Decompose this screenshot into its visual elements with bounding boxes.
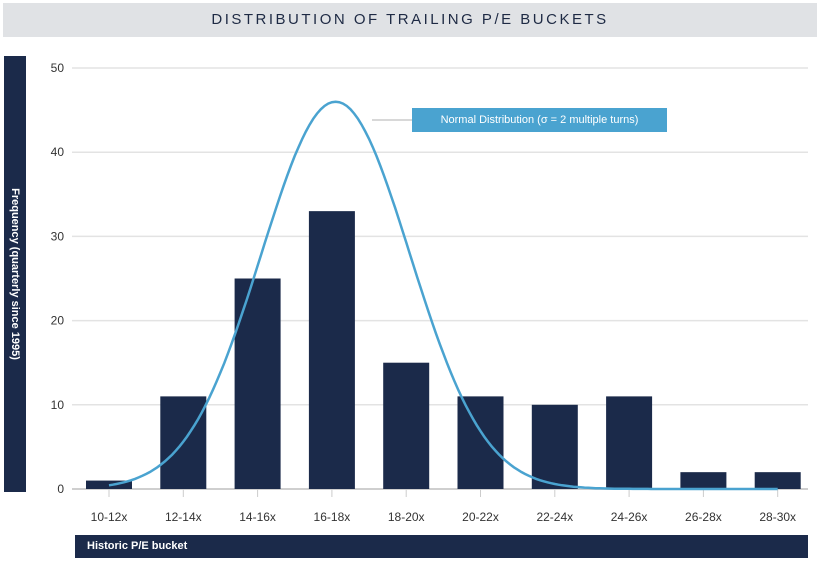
y-tick-label: 30 [51,229,65,243]
x-axis-label: Historic P/E bucket [75,535,808,558]
bar [457,396,504,489]
bar [234,278,281,489]
y-tick-label: 0 [57,482,64,496]
bar [680,472,727,489]
y-tick-label: 10 [51,398,65,412]
x-tick-label: 14-16x [239,510,276,524]
x-tick-label: 20-22x [462,510,499,524]
bar [308,211,355,489]
x-tick-label: 28-30x [759,510,796,524]
legend-normal-distribution: Normal Distribution (σ = 2 multiple turn… [412,108,667,132]
x-tick-label: 26-28x [685,510,722,524]
x-tick-label: 18-20x [388,510,425,524]
y-tick-label: 20 [51,314,65,328]
bar [383,362,430,489]
y-tick-label: 50 [51,61,65,75]
normal-distribution-curve [108,100,778,491]
chart-title: DISTRIBUTION OF TRAILING P/E BUCKETS [3,3,817,37]
bar [606,396,653,489]
x-tick-label: 16-18x [314,510,351,524]
y-axis-label: Frequency (quarterly since 1995) [4,56,26,492]
x-tick-label: 12-14x [165,510,202,524]
x-tick-label: 10-12x [91,510,128,524]
y-tick-label: 40 [51,145,65,159]
bar [531,404,578,489]
bar [754,472,801,489]
x-tick-label: 24-26x [611,510,648,524]
x-tick-label: 22-24x [536,510,573,524]
